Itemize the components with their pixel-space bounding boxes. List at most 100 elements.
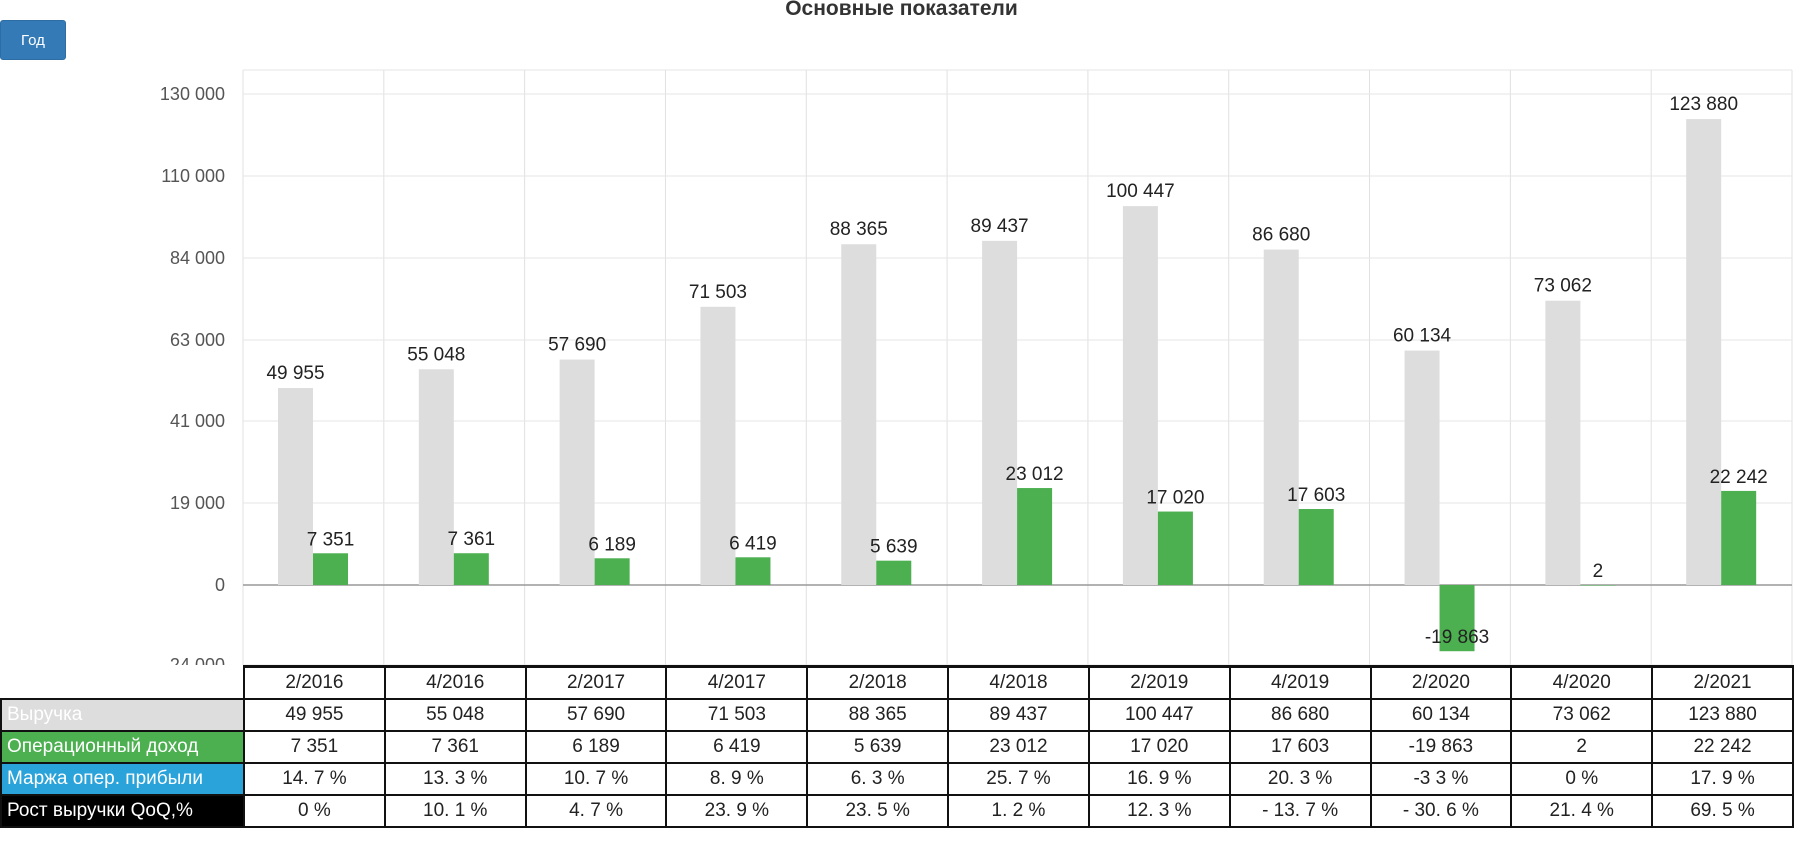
table-cell: 60 134 — [1369, 698, 1513, 732]
table-cell: 57 690 — [524, 698, 668, 732]
bars — [278, 119, 1757, 652]
table-header-cell: 2/2021 — [1651, 665, 1794, 700]
table-cell: 6 419 — [665, 730, 809, 764]
table-cell: 22 242 — [1651, 730, 1794, 764]
table-cell: 6 189 — [524, 730, 668, 764]
revenue-bar — [559, 359, 595, 585]
table-cell: 5 639 — [806, 730, 950, 764]
table-cell: 4. 7 % — [524, 794, 668, 828]
op-income-bar — [876, 560, 912, 585]
revenue-data-label: 57 690 — [548, 335, 606, 356]
table-cell: 17 603 — [1228, 730, 1372, 764]
table-cell: 23. 9 % — [665, 794, 809, 828]
op-income-data-label: 7 351 — [307, 529, 355, 550]
revenue-bar — [1545, 300, 1581, 585]
table-header-cell: 2/2020 — [1369, 665, 1513, 700]
op-income-data-label: 6 419 — [729, 533, 777, 554]
table-row: Рост выручки QoQ,% 0 % 10. 1 % 4. 7 % 23. 9 … — [0, 794, 1794, 828]
table-cell: 17. 9 % — [1651, 762, 1794, 796]
table-cell: 88 365 — [806, 698, 950, 732]
table-header-cell: 4/2019 — [1228, 665, 1372, 700]
op-income-bar — [1157, 511, 1193, 585]
op-income-bar — [453, 553, 489, 585]
table-cell: 2 — [1510, 730, 1654, 764]
revenue-data-label: 73 062 — [1534, 276, 1592, 297]
revenue-bar — [700, 306, 736, 585]
table-header-cell: 4/2016 — [383, 665, 527, 700]
revenue-data-label: 86 680 — [1252, 225, 1310, 246]
revenue-bar — [1686, 119, 1722, 585]
table-row-name: Маржа опер. прибыли — [0, 762, 245, 796]
chart-title: Основные показатели — [785, 0, 1018, 20]
op-income-data-label: 7 361 — [448, 529, 496, 550]
table-cell: 89 437 — [947, 698, 1090, 732]
op-income-data-label: -19 863 — [1425, 627, 1489, 648]
table-cell: 10. 7 % — [524, 762, 668, 796]
table-row: Маржа опер. прибыли 14. 7 % 13. 3 % 10. 7 %… — [0, 762, 1794, 796]
revenue-bar — [841, 244, 877, 585]
y-tick-label: 41 000 — [170, 411, 225, 431]
table-cell: 49 955 — [243, 698, 386, 732]
revenue-data-label: 89 437 — [971, 216, 1029, 237]
table-cell: - 30. 6 % — [1369, 794, 1513, 828]
op-income-bar — [1298, 509, 1334, 585]
table-cell: 7 351 — [243, 730, 386, 764]
op-income-data-label: 17 603 — [1287, 485, 1345, 506]
chart-area: -24 000 0 19 000 41 000 63 000 84 000 110 000 1… — [160, 69, 1793, 665]
table-cell: 17 020 — [1087, 730, 1231, 764]
vertical-gridlines — [242, 70, 1793, 665]
y-tick-label: 19 000 — [170, 493, 225, 513]
table-header-cell: 2/2016 — [243, 665, 386, 700]
table-row-name: Рост выручки QoQ,% — [0, 794, 245, 828]
revenue-data-label: 55 048 — [407, 344, 465, 365]
table-row: Операционный доход 7 351 7 361 6 189 6 419 5 … — [0, 730, 1794, 764]
revenue-bar — [1263, 249, 1299, 585]
table-cell: -19 863 — [1369, 730, 1513, 764]
op-income-data-label: 5 639 — [870, 537, 918, 558]
table-cell: 23. 5 % — [806, 794, 950, 828]
op-income-bar — [735, 557, 771, 585]
revenue-bar — [418, 369, 454, 585]
table-cell: 14. 7 % — [243, 762, 386, 796]
revenue-bar — [1404, 350, 1440, 585]
y-axis-ticks: -24 000 0 19 000 41 000 63 000 84 000 110 000 1… — [160, 84, 225, 665]
revenue-data-label: 123 880 — [1669, 94, 1738, 115]
period-year-button[interactable]: Год — [0, 20, 66, 60]
op-income-data-label: 22 242 — [1710, 467, 1768, 488]
table-header-cell: 2/2018 — [806, 665, 950, 700]
table-header-cell: 2/2019 — [1087, 665, 1231, 700]
op-income-bar — [1721, 490, 1757, 585]
table-cell: 7 361 — [383, 730, 527, 764]
op-income-bar — [313, 553, 348, 585]
table-cell: 73 062 — [1510, 698, 1654, 732]
revenue-data-label: 100 447 — [1106, 181, 1175, 202]
y-tick-label: 84 000 — [170, 248, 225, 268]
op-income-data-label: 17 020 — [1146, 488, 1204, 509]
revenue-data-label: 88 365 — [830, 219, 888, 240]
table-row: Выручка 49 955 55 048 57 690 71 503 88 365 89 … — [0, 698, 1794, 732]
table-corner — [1, 666, 244, 700]
table-row-name: Выручка — [0, 698, 245, 732]
op-income-bar — [594, 558, 630, 585]
table-cell: 1. 2 % — [947, 794, 1090, 828]
table-cell: - 13. 7 % — [1228, 794, 1372, 828]
table-row-name: Операционный доход — [0, 730, 245, 764]
revenue-bar — [982, 240, 1018, 585]
data-table: 2/2016 4/2016 2/2017 4/2017 2/2018 4/2018 2/20… — [0, 665, 1794, 828]
y-tick-label: 0 — [215, 575, 225, 595]
table-header-row: 2/2016 4/2016 2/2017 4/2017 2/2018 4/2018 2/20… — [1, 665, 1794, 700]
table-header-cell: 4/2017 — [665, 665, 809, 700]
revenue-bar — [1122, 206, 1158, 585]
table-header-cell: 4/2018 — [947, 665, 1090, 700]
op-income-bar — [1017, 488, 1053, 585]
y-tick-label: 63 000 — [170, 330, 225, 350]
table-cell: 100 447 — [1087, 698, 1231, 732]
table-cell: 8. 9 % — [665, 762, 809, 796]
table-cell: 10. 1 % — [383, 794, 527, 828]
y-tick-label: -24 000 — [164, 655, 225, 665]
table-cell: 55 048 — [383, 698, 527, 732]
table-cell: 86 680 — [1228, 698, 1372, 732]
table-header-cell: 4/2020 — [1510, 665, 1654, 700]
table-cell: 6. 3 % — [806, 762, 950, 796]
table-cell: 13. 3 % — [383, 762, 527, 796]
